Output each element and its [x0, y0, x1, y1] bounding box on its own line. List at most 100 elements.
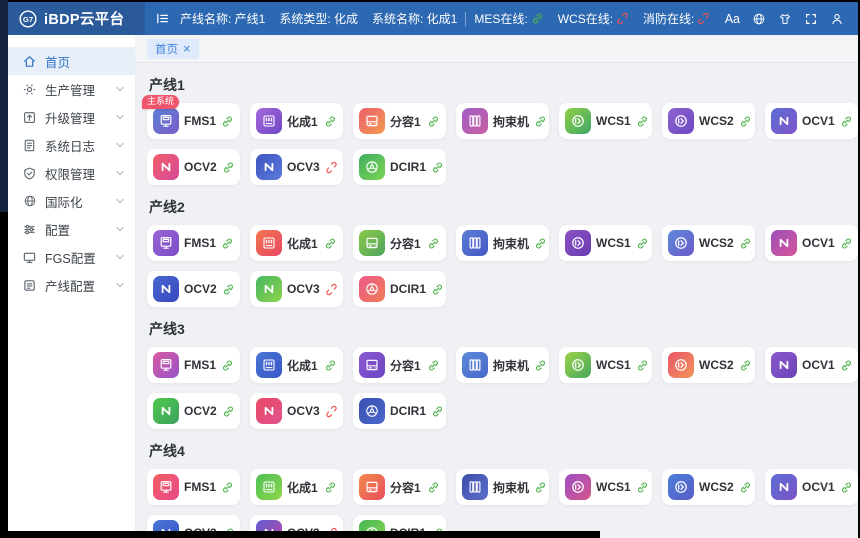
sidebar-item-permission[interactable]: 权限管理	[8, 159, 135, 187]
link-icon[interactable]	[739, 481, 752, 494]
link-icon[interactable]	[739, 359, 752, 372]
theme-icon[interactable]	[778, 12, 792, 26]
link-icon[interactable]	[427, 115, 440, 128]
system-card-fms1[interactable]: FMS1	[147, 347, 240, 383]
link-icon[interactable]	[221, 359, 234, 372]
sidebar-item-syslog[interactable]: 系统日志	[8, 131, 135, 159]
system-card-fms1[interactable]: FMS1	[147, 469, 240, 505]
link-icon[interactable]	[221, 237, 234, 250]
sidebar-item-i18n[interactable]: 国际化	[8, 187, 135, 215]
system-card-wcs2[interactable]: WCS2	[662, 103, 755, 139]
link-icon[interactable]	[840, 237, 853, 250]
main-system-badge: 主系统	[142, 95, 180, 109]
sidebar-item-production[interactable]: 生产管理	[8, 75, 135, 103]
system-card-分容1[interactable]: 分容1	[353, 347, 446, 383]
system-card-dcir1[interactable]: DCIR1	[353, 149, 446, 185]
broken-link-icon[interactable]	[325, 405, 338, 418]
link-icon[interactable]	[431, 405, 444, 418]
sidebar-item-home[interactable]: 首页	[8, 47, 135, 75]
system-card-ocv3[interactable]: OCV3	[250, 393, 343, 429]
system-card-wcs1[interactable]: WCS1	[559, 347, 652, 383]
tab-home[interactable]: 首页 ×	[147, 38, 199, 59]
link-icon[interactable]	[739, 237, 752, 250]
link-icon[interactable]	[739, 115, 752, 128]
chevron-down-icon	[115, 140, 125, 150]
system-card-拘束机[interactable]: 拘束机	[456, 225, 549, 261]
link-icon[interactable]	[534, 115, 547, 128]
system-card-wcs1[interactable]: WCS1	[559, 225, 652, 261]
link-icon[interactable]	[221, 115, 234, 128]
sidebar-item-config[interactable]: 配置	[8, 215, 135, 243]
link-icon[interactable]	[427, 237, 440, 250]
header-info-item: 产线名称: 产线1	[180, 12, 266, 26]
system-name: WCS1	[596, 236, 631, 250]
system-card-化成1[interactable]: 化成1	[250, 103, 343, 139]
link-icon[interactable]	[534, 359, 547, 372]
link-icon[interactable]	[534, 481, 547, 494]
system-card-ocv1[interactable]: OCV1	[765, 469, 858, 505]
link-icon[interactable]	[427, 359, 440, 372]
system-card-ocv1[interactable]: OCV1	[765, 347, 858, 383]
link-icon[interactable]	[324, 237, 337, 250]
link-icon[interactable]	[324, 115, 337, 128]
user-icon[interactable]	[830, 12, 844, 26]
system-card-ocv2[interactable]: OCV2	[147, 271, 240, 307]
system-card-ocv1[interactable]: OCV1	[765, 103, 858, 139]
link-icon[interactable]	[324, 359, 337, 372]
link-icon[interactable]	[840, 481, 853, 494]
link-icon[interactable]	[431, 161, 444, 174]
sidebar-item-upgrade[interactable]: 升级管理	[8, 103, 135, 131]
system-card-wcs1[interactable]: WCS1	[559, 469, 652, 505]
link-icon[interactable]	[222, 405, 235, 418]
system-card-ocv3[interactable]: OCV3	[250, 149, 343, 185]
link-icon[interactable]	[840, 359, 853, 372]
system-card-化成1[interactable]: 化成1	[250, 469, 343, 505]
system-card-拘束机[interactable]: 拘束机	[456, 347, 549, 383]
system-card-fms1[interactable]: FMS1	[147, 225, 240, 261]
fms-icon	[153, 230, 179, 256]
link-icon[interactable]	[431, 283, 444, 296]
link-icon[interactable]	[427, 481, 440, 494]
system-card-拘束机[interactable]: 拘束机	[456, 103, 549, 139]
globe-icon[interactable]	[752, 12, 766, 26]
system-card-fms1[interactable]: FMS1 主系统	[142, 95, 240, 139]
sidebar-item-fgs-config[interactable]: FGS配置	[8, 243, 135, 271]
link-icon[interactable]	[636, 359, 649, 372]
sidebar-item-label: 升级管理	[45, 111, 96, 126]
sidebar-collapse-icon[interactable]	[155, 11, 170, 26]
system-card-wcs1[interactable]: WCS1	[559, 103, 652, 139]
link-icon[interactable]	[222, 161, 235, 174]
system-card-wcs2[interactable]: WCS2	[662, 225, 755, 261]
broken-link-icon[interactable]	[325, 283, 338, 296]
link-icon[interactable]	[324, 481, 337, 494]
system-card-ocv3[interactable]: OCV3	[250, 271, 343, 307]
status-item: WCS在线:	[558, 10, 629, 27]
system-card-ocv2[interactable]: OCV2	[147, 393, 240, 429]
link-icon[interactable]	[636, 237, 649, 250]
system-card-拘束机[interactable]: 拘束机	[456, 469, 549, 505]
link-icon[interactable]	[636, 481, 649, 494]
link-icon[interactable]	[840, 115, 853, 128]
link-icon[interactable]	[636, 115, 649, 128]
system-card-分容1[interactable]: 分容1	[353, 469, 446, 505]
permission-icon	[22, 166, 37, 181]
system-card-分容1[interactable]: 分容1	[353, 225, 446, 261]
system-card-dcir1[interactable]: DCIR1	[353, 393, 446, 429]
system-card-wcs2[interactable]: WCS2	[662, 347, 755, 383]
tab-close-icon[interactable]: ×	[183, 41, 191, 56]
system-card-化成1[interactable]: 化成1	[250, 347, 343, 383]
system-card-ocv2[interactable]: OCV2	[147, 149, 240, 185]
broken-link-icon[interactable]	[325, 161, 338, 174]
system-card-dcir1[interactable]: DCIR1	[353, 271, 446, 307]
system-name: 拘束机	[493, 114, 530, 129]
system-card-化成1[interactable]: 化成1	[250, 225, 343, 261]
sidebar-item-line-config[interactable]: 产线配置	[8, 271, 135, 299]
fullscreen-icon[interactable]	[804, 12, 818, 26]
system-card-分容1[interactable]: 分容1	[353, 103, 446, 139]
link-icon[interactable]	[534, 237, 547, 250]
link-icon[interactable]	[221, 481, 234, 494]
status-item: MES在线:	[474, 10, 543, 27]
link-icon[interactable]	[222, 283, 235, 296]
system-card-wcs2[interactable]: WCS2	[662, 469, 755, 505]
system-card-ocv1[interactable]: OCV1	[765, 225, 858, 261]
